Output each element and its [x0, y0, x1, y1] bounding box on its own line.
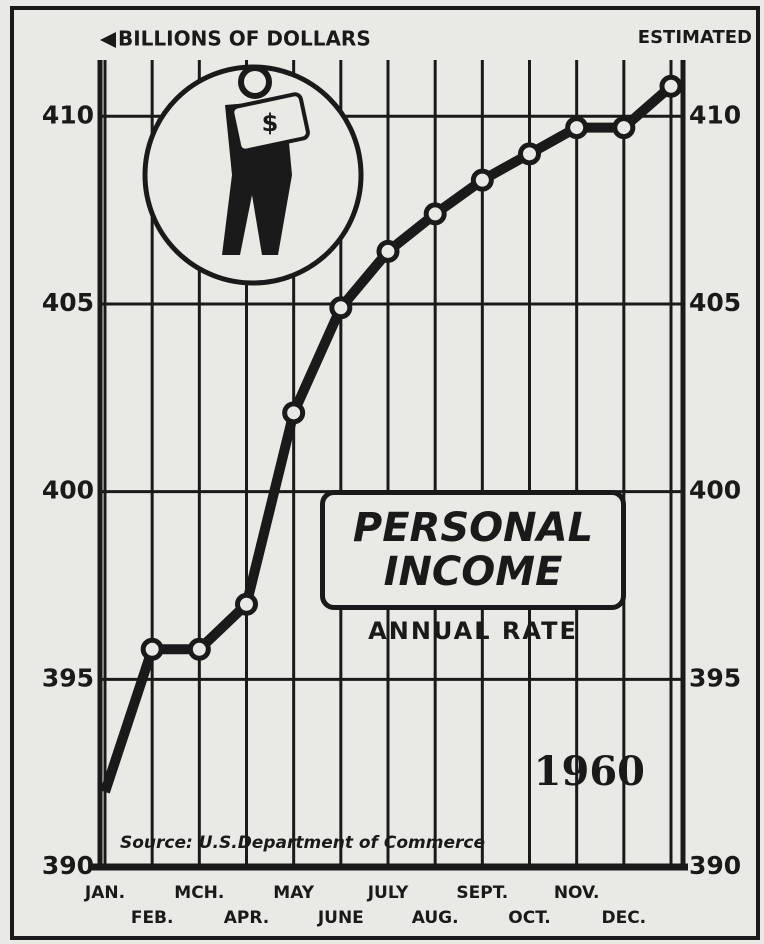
x-tick-label: MCH. [174, 883, 224, 903]
point [140, 637, 164, 661]
x-tick-label: JAN. [84, 883, 125, 903]
subtitle: ANNUAL RATE [368, 617, 578, 645]
y-axis-label: BILLIONS OF DOLLARS [118, 27, 371, 51]
point [235, 592, 258, 616]
point [187, 637, 211, 661]
y-tick-label: 395 [42, 663, 94, 692]
x-tick-label: AUG. [412, 908, 459, 928]
svg-text:$: $ [262, 109, 279, 137]
y-tick-label-right: 410 [689, 100, 741, 129]
x-tick-label: NOV. [554, 883, 600, 903]
y-tick-label-right: 390 [689, 851, 741, 880]
point [470, 168, 494, 192]
y-tick-label-right: 400 [689, 476, 741, 505]
year-label: 1960 [534, 748, 645, 795]
y-tick-label: 410 [42, 100, 94, 129]
y-tick-label: 400 [42, 476, 94, 505]
y-tick-label: 390 [42, 851, 94, 880]
point [659, 74, 683, 98]
x-tick-label: JULY [367, 883, 409, 903]
axis-arrow [100, 32, 116, 48]
point [376, 239, 400, 263]
x-tick-label: DEC. [601, 908, 646, 928]
x-tick-label: JUNE [317, 908, 364, 928]
estimated-label: ESTIMATED [638, 27, 752, 48]
x-tick-label: MAY [273, 883, 314, 903]
chart-title: PERSONAL INCOME [320, 490, 626, 610]
y-tick-label: 405 [42, 288, 94, 317]
point [612, 116, 636, 140]
y-tick-label-right: 405 [689, 288, 741, 317]
point [329, 296, 353, 320]
x-tick-label: FEB. [131, 908, 174, 928]
frame [10, 6, 760, 940]
point [423, 202, 447, 226]
icon: $ [142, 64, 364, 286]
x-tick-label: OCT. [508, 908, 550, 928]
x-tick-label: APR. [224, 908, 269, 928]
y-tick-label-right: 395 [689, 663, 741, 692]
point [282, 401, 306, 425]
point [565, 116, 589, 140]
source-label: Source: U.S.Department of Commerce [120, 833, 485, 853]
x-tick-label: SEPT. [456, 883, 508, 903]
point [518, 142, 541, 166]
